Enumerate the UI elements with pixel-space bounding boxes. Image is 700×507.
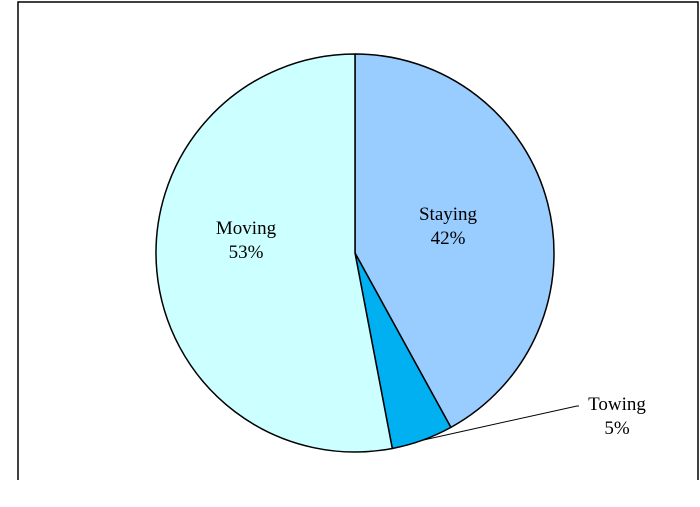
slice-percent-towing: 5% — [604, 418, 630, 439]
slice-label-moving: Moving — [216, 218, 277, 239]
leader-line-towing — [422, 405, 579, 441]
slice-label-staying: Staying — [419, 204, 478, 225]
slice-percent-staying: 42% — [431, 228, 466, 249]
chart-area-border — [17, 1, 699, 480]
pie-slice-staying — [354, 53, 555, 429]
slice-label-towing: Towing — [588, 394, 646, 415]
pie-slice-moving — [155, 53, 394, 453]
leader-lines — [422, 405, 579, 441]
slice-percent-moving: 53% — [229, 242, 264, 263]
pie-slices — [155, 53, 555, 453]
slice-labels: Staying 42% Towing 5% Moving 53% — [216, 204, 646, 439]
